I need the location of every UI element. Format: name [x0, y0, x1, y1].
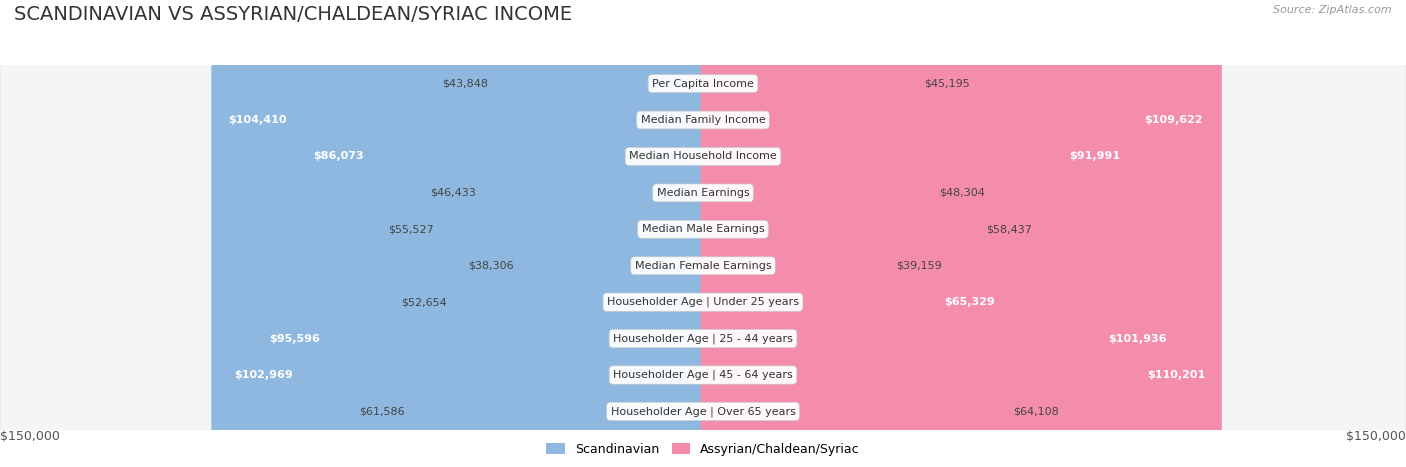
Text: Median Household Income: Median Household Income [628, 151, 778, 162]
FancyBboxPatch shape [218, 0, 706, 467]
FancyBboxPatch shape [522, 0, 706, 467]
Text: Householder Age | 25 - 44 years: Householder Age | 25 - 44 years [613, 333, 793, 344]
FancyBboxPatch shape [700, 0, 1182, 467]
Text: Householder Age | 45 - 64 years: Householder Age | 45 - 64 years [613, 370, 793, 380]
Text: Median Family Income: Median Family Income [641, 115, 765, 125]
Text: $58,437: $58,437 [986, 224, 1032, 234]
FancyBboxPatch shape [700, 0, 889, 467]
FancyBboxPatch shape [700, 0, 1219, 467]
FancyBboxPatch shape [700, 0, 932, 467]
FancyBboxPatch shape [495, 0, 706, 467]
FancyBboxPatch shape [440, 0, 706, 467]
Text: $48,304: $48,304 [939, 188, 984, 198]
FancyBboxPatch shape [700, 0, 1011, 467]
Text: $61,586: $61,586 [360, 406, 405, 417]
FancyBboxPatch shape [412, 0, 706, 467]
Text: Median Earnings: Median Earnings [657, 188, 749, 198]
Text: $65,329: $65,329 [945, 297, 995, 307]
FancyBboxPatch shape [700, 0, 1222, 467]
Text: $109,622: $109,622 [1144, 115, 1202, 125]
Text: $45,195: $45,195 [924, 78, 970, 89]
Text: $102,969: $102,969 [235, 370, 294, 380]
FancyBboxPatch shape [700, 0, 917, 467]
FancyBboxPatch shape [700, 0, 1136, 467]
FancyBboxPatch shape [211, 0, 706, 467]
Text: $91,991: $91,991 [1069, 151, 1121, 162]
FancyBboxPatch shape [454, 0, 706, 467]
Text: Per Capita Income: Per Capita Income [652, 78, 754, 89]
Text: $150,000: $150,000 [1346, 430, 1406, 443]
Text: $43,848: $43,848 [441, 78, 488, 89]
Text: $39,159: $39,159 [896, 261, 942, 271]
Text: $101,936: $101,936 [1108, 333, 1167, 344]
FancyBboxPatch shape [700, 0, 1005, 467]
Text: $38,306: $38,306 [468, 261, 515, 271]
FancyBboxPatch shape [700, 0, 979, 467]
Text: SCANDINAVIAN VS ASSYRIAN/CHALDEAN/SYRIAC INCOME: SCANDINAVIAN VS ASSYRIAN/CHALDEAN/SYRIAC… [14, 5, 572, 24]
Text: $86,073: $86,073 [314, 151, 364, 162]
Text: $104,410: $104,410 [228, 115, 287, 125]
FancyBboxPatch shape [484, 0, 706, 467]
Text: Householder Age | Over 65 years: Householder Age | Over 65 years [610, 406, 796, 417]
Text: Source: ZipAtlas.com: Source: ZipAtlas.com [1274, 5, 1392, 14]
Legend: Scandinavian, Assyrian/Chaldean/Syriac: Scandinavian, Assyrian/Chaldean/Syriac [541, 438, 865, 461]
Text: $46,433: $46,433 [430, 188, 477, 198]
Text: $150,000: $150,000 [0, 430, 60, 443]
Text: Median Male Earnings: Median Male Earnings [641, 224, 765, 234]
Text: $52,654: $52,654 [401, 297, 447, 307]
Text: $64,108: $64,108 [1012, 406, 1059, 417]
FancyBboxPatch shape [297, 0, 706, 467]
Text: $95,596: $95,596 [269, 333, 321, 344]
Text: Median Female Earnings: Median Female Earnings [634, 261, 772, 271]
FancyBboxPatch shape [253, 0, 706, 467]
Text: $55,527: $55,527 [388, 224, 433, 234]
Text: $110,201: $110,201 [1147, 370, 1205, 380]
Text: Householder Age | Under 25 years: Householder Age | Under 25 years [607, 297, 799, 307]
